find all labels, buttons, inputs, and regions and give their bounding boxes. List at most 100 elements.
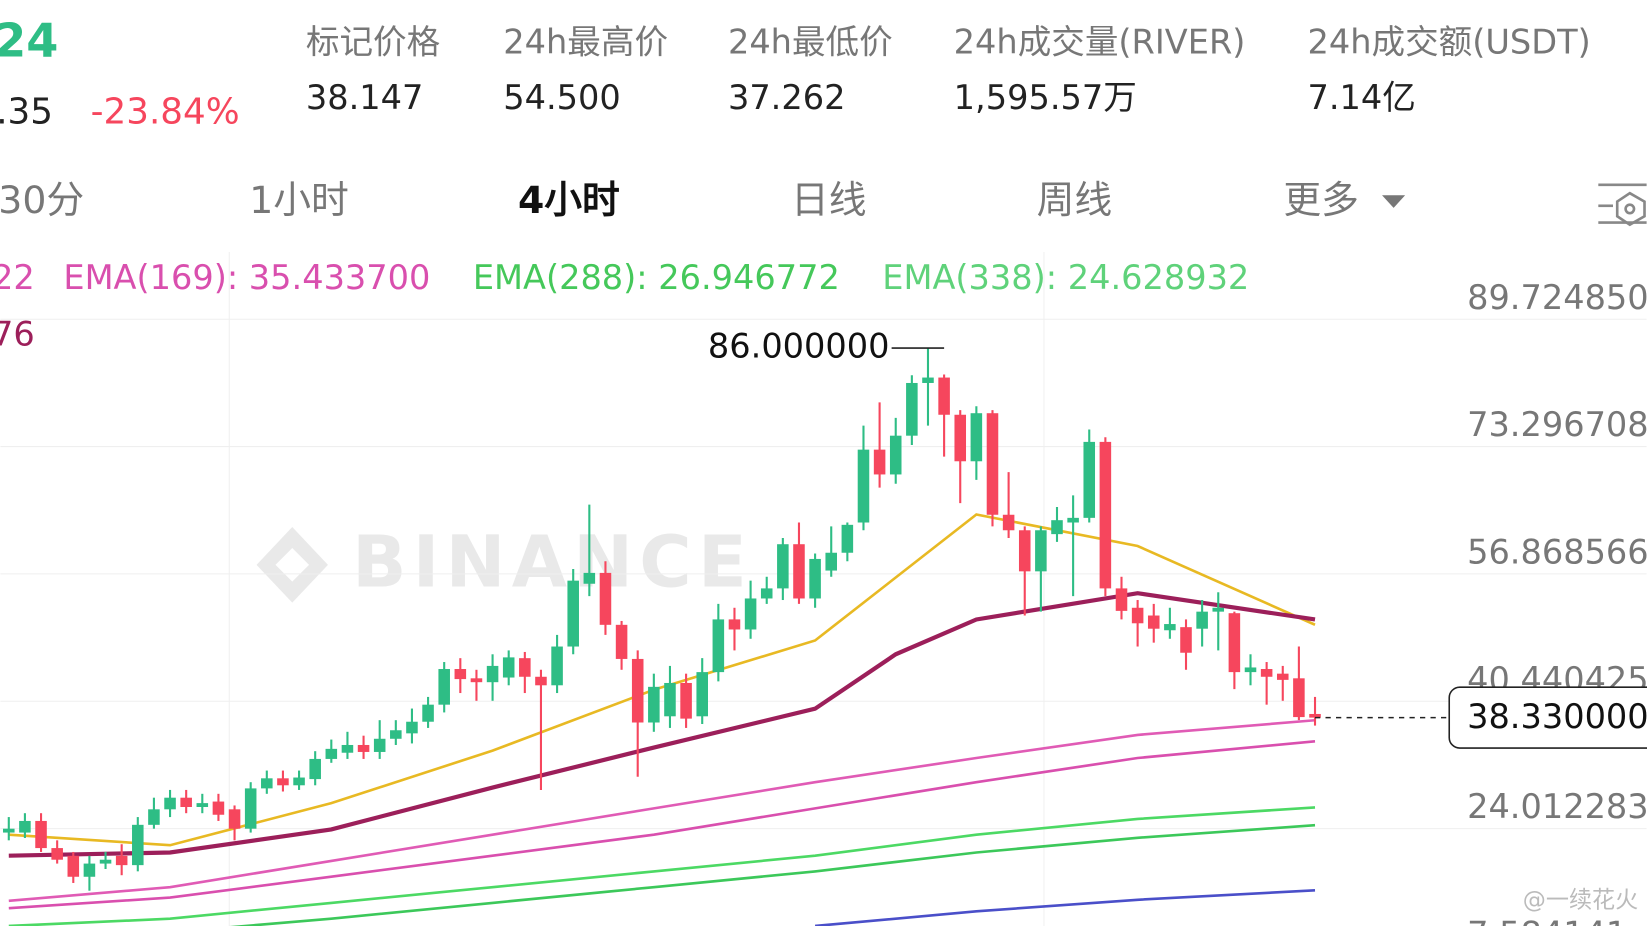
indicator: 76 bbox=[0, 314, 35, 353]
candle-body bbox=[1099, 441, 1112, 589]
stats: 标记价格 38.147 24h最高价 54.500 24h最低价 37.262 24h成交量… bbox=[306, 23, 1591, 118]
candle-body bbox=[922, 377, 934, 383]
candle-body bbox=[148, 809, 160, 825]
stat-value: 54.500 bbox=[503, 78, 620, 117]
candle-body bbox=[825, 552, 838, 571]
candle-body bbox=[744, 598, 757, 630]
candle-body bbox=[551, 646, 563, 686]
candle-body bbox=[1309, 713, 1321, 718]
candle-body bbox=[857, 449, 870, 523]
tab[interactable]: 30分 bbox=[0, 178, 84, 222]
candle-body bbox=[970, 413, 983, 462]
candle-body bbox=[390, 730, 402, 739]
tab[interactable]: 周线 bbox=[1037, 178, 1113, 222]
y-tick-label: 56.868566 bbox=[1467, 532, 1647, 571]
candle-body bbox=[906, 382, 918, 436]
tabs: 30分 1小时 4小时 日线 周线 更多 bbox=[0, 178, 1359, 222]
candle-body bbox=[309, 758, 321, 780]
candle-body bbox=[341, 744, 354, 753]
candle-body bbox=[261, 778, 273, 789]
candle-body bbox=[67, 855, 80, 877]
candle-body bbox=[3, 828, 15, 833]
candle-body bbox=[728, 619, 741, 630]
candle-body bbox=[696, 672, 708, 717]
candle-body bbox=[1293, 678, 1305, 718]
ema-line bbox=[8, 739, 1316, 910]
header: 24 .35 -23.84% bbox=[0, 14, 240, 133]
candle-body bbox=[615, 624, 628, 659]
candle-body bbox=[196, 803, 209, 807]
indicator: EMA(338): 24.628932 bbox=[882, 258, 1249, 297]
candle-body bbox=[486, 665, 499, 683]
stat-value: 7.14亿 bbox=[1307, 78, 1415, 117]
candle-body bbox=[648, 686, 660, 723]
stat-label: 24h最高价 bbox=[503, 23, 668, 62]
candle-body bbox=[954, 414, 967, 462]
candle-body bbox=[1212, 607, 1225, 612]
tab[interactable]: 1小时 bbox=[249, 178, 349, 222]
candle-body bbox=[599, 572, 612, 625]
credit: @一续花火 bbox=[1523, 887, 1638, 913]
price-box bbox=[1448, 686, 1647, 749]
indicator: EMA(169): 35.433700 bbox=[63, 258, 430, 297]
price-label: 38.330000 bbox=[1467, 697, 1647, 736]
candle-body bbox=[99, 859, 112, 864]
settings-icon bbox=[1598, 183, 1647, 227]
watermark: BINANCE bbox=[352, 520, 753, 603]
candle-body bbox=[406, 721, 418, 734]
candle-body bbox=[422, 704, 434, 722]
candle-body bbox=[293, 777, 305, 786]
candle-body bbox=[1018, 530, 1031, 572]
stat-value: 1,595.57万 bbox=[954, 78, 1137, 117]
chart: 89.72485073.29670856.86856640.44042524.0… bbox=[0, 278, 1647, 926]
y-tick-label: 89.724850 bbox=[1467, 278, 1647, 317]
candle-body bbox=[277, 778, 289, 786]
candle-body bbox=[1002, 514, 1015, 531]
stat-label: 24h最低价 bbox=[728, 23, 893, 62]
stat-label: 24h成交额(USDT) bbox=[1307, 23, 1590, 62]
candle-body bbox=[777, 544, 789, 589]
ema-line bbox=[8, 806, 1316, 926]
candle-body bbox=[567, 580, 579, 647]
candle-body bbox=[1164, 624, 1176, 631]
max-label: 86.000000 bbox=[708, 327, 890, 366]
indicator: EMA(288): 26.946772 bbox=[473, 258, 840, 297]
y-tick-label: 73.296708 bbox=[1467, 405, 1647, 444]
candle-body bbox=[1196, 611, 1208, 629]
candle-body bbox=[373, 738, 386, 752]
ema-line bbox=[8, 718, 1316, 903]
candle-body bbox=[873, 449, 886, 475]
tab[interactable]: 更多 bbox=[1283, 178, 1359, 222]
candle-body bbox=[35, 820, 47, 849]
candle-body bbox=[357, 744, 370, 752]
candle-body bbox=[180, 797, 192, 807]
y-tick-label: 24.012283 bbox=[1467, 787, 1647, 826]
candle-body bbox=[583, 572, 596, 584]
tab[interactable]: 日线 bbox=[791, 178, 867, 222]
candle-body bbox=[712, 619, 725, 673]
candle-body bbox=[1067, 517, 1079, 523]
y-tick-label: 7.584141 bbox=[1467, 915, 1627, 926]
change-pct: -23.84% bbox=[91, 91, 240, 132]
candle-body bbox=[470, 678, 483, 683]
candle-body bbox=[1244, 667, 1257, 673]
candle-body bbox=[519, 658, 531, 677]
candle-body bbox=[631, 658, 644, 723]
candle-body bbox=[132, 824, 144, 866]
stat-label: 24h成交量(RIVER) bbox=[954, 23, 1246, 62]
candle-body bbox=[809, 558, 821, 599]
stat-value: 38.147 bbox=[306, 78, 424, 117]
candle-body bbox=[535, 676, 547, 686]
candle-body bbox=[51, 848, 63, 860]
candle-body bbox=[325, 748, 338, 759]
ema-line bbox=[229, 823, 1316, 926]
candle-body bbox=[1228, 613, 1241, 673]
candle-body bbox=[793, 544, 805, 599]
candle-body bbox=[115, 855, 128, 866]
candle-body bbox=[760, 588, 773, 599]
candle-body bbox=[212, 801, 225, 815]
candle-body bbox=[1035, 530, 1047, 572]
tab[interactable]: 4小时 bbox=[518, 178, 620, 222]
candle-body bbox=[1260, 669, 1273, 677]
